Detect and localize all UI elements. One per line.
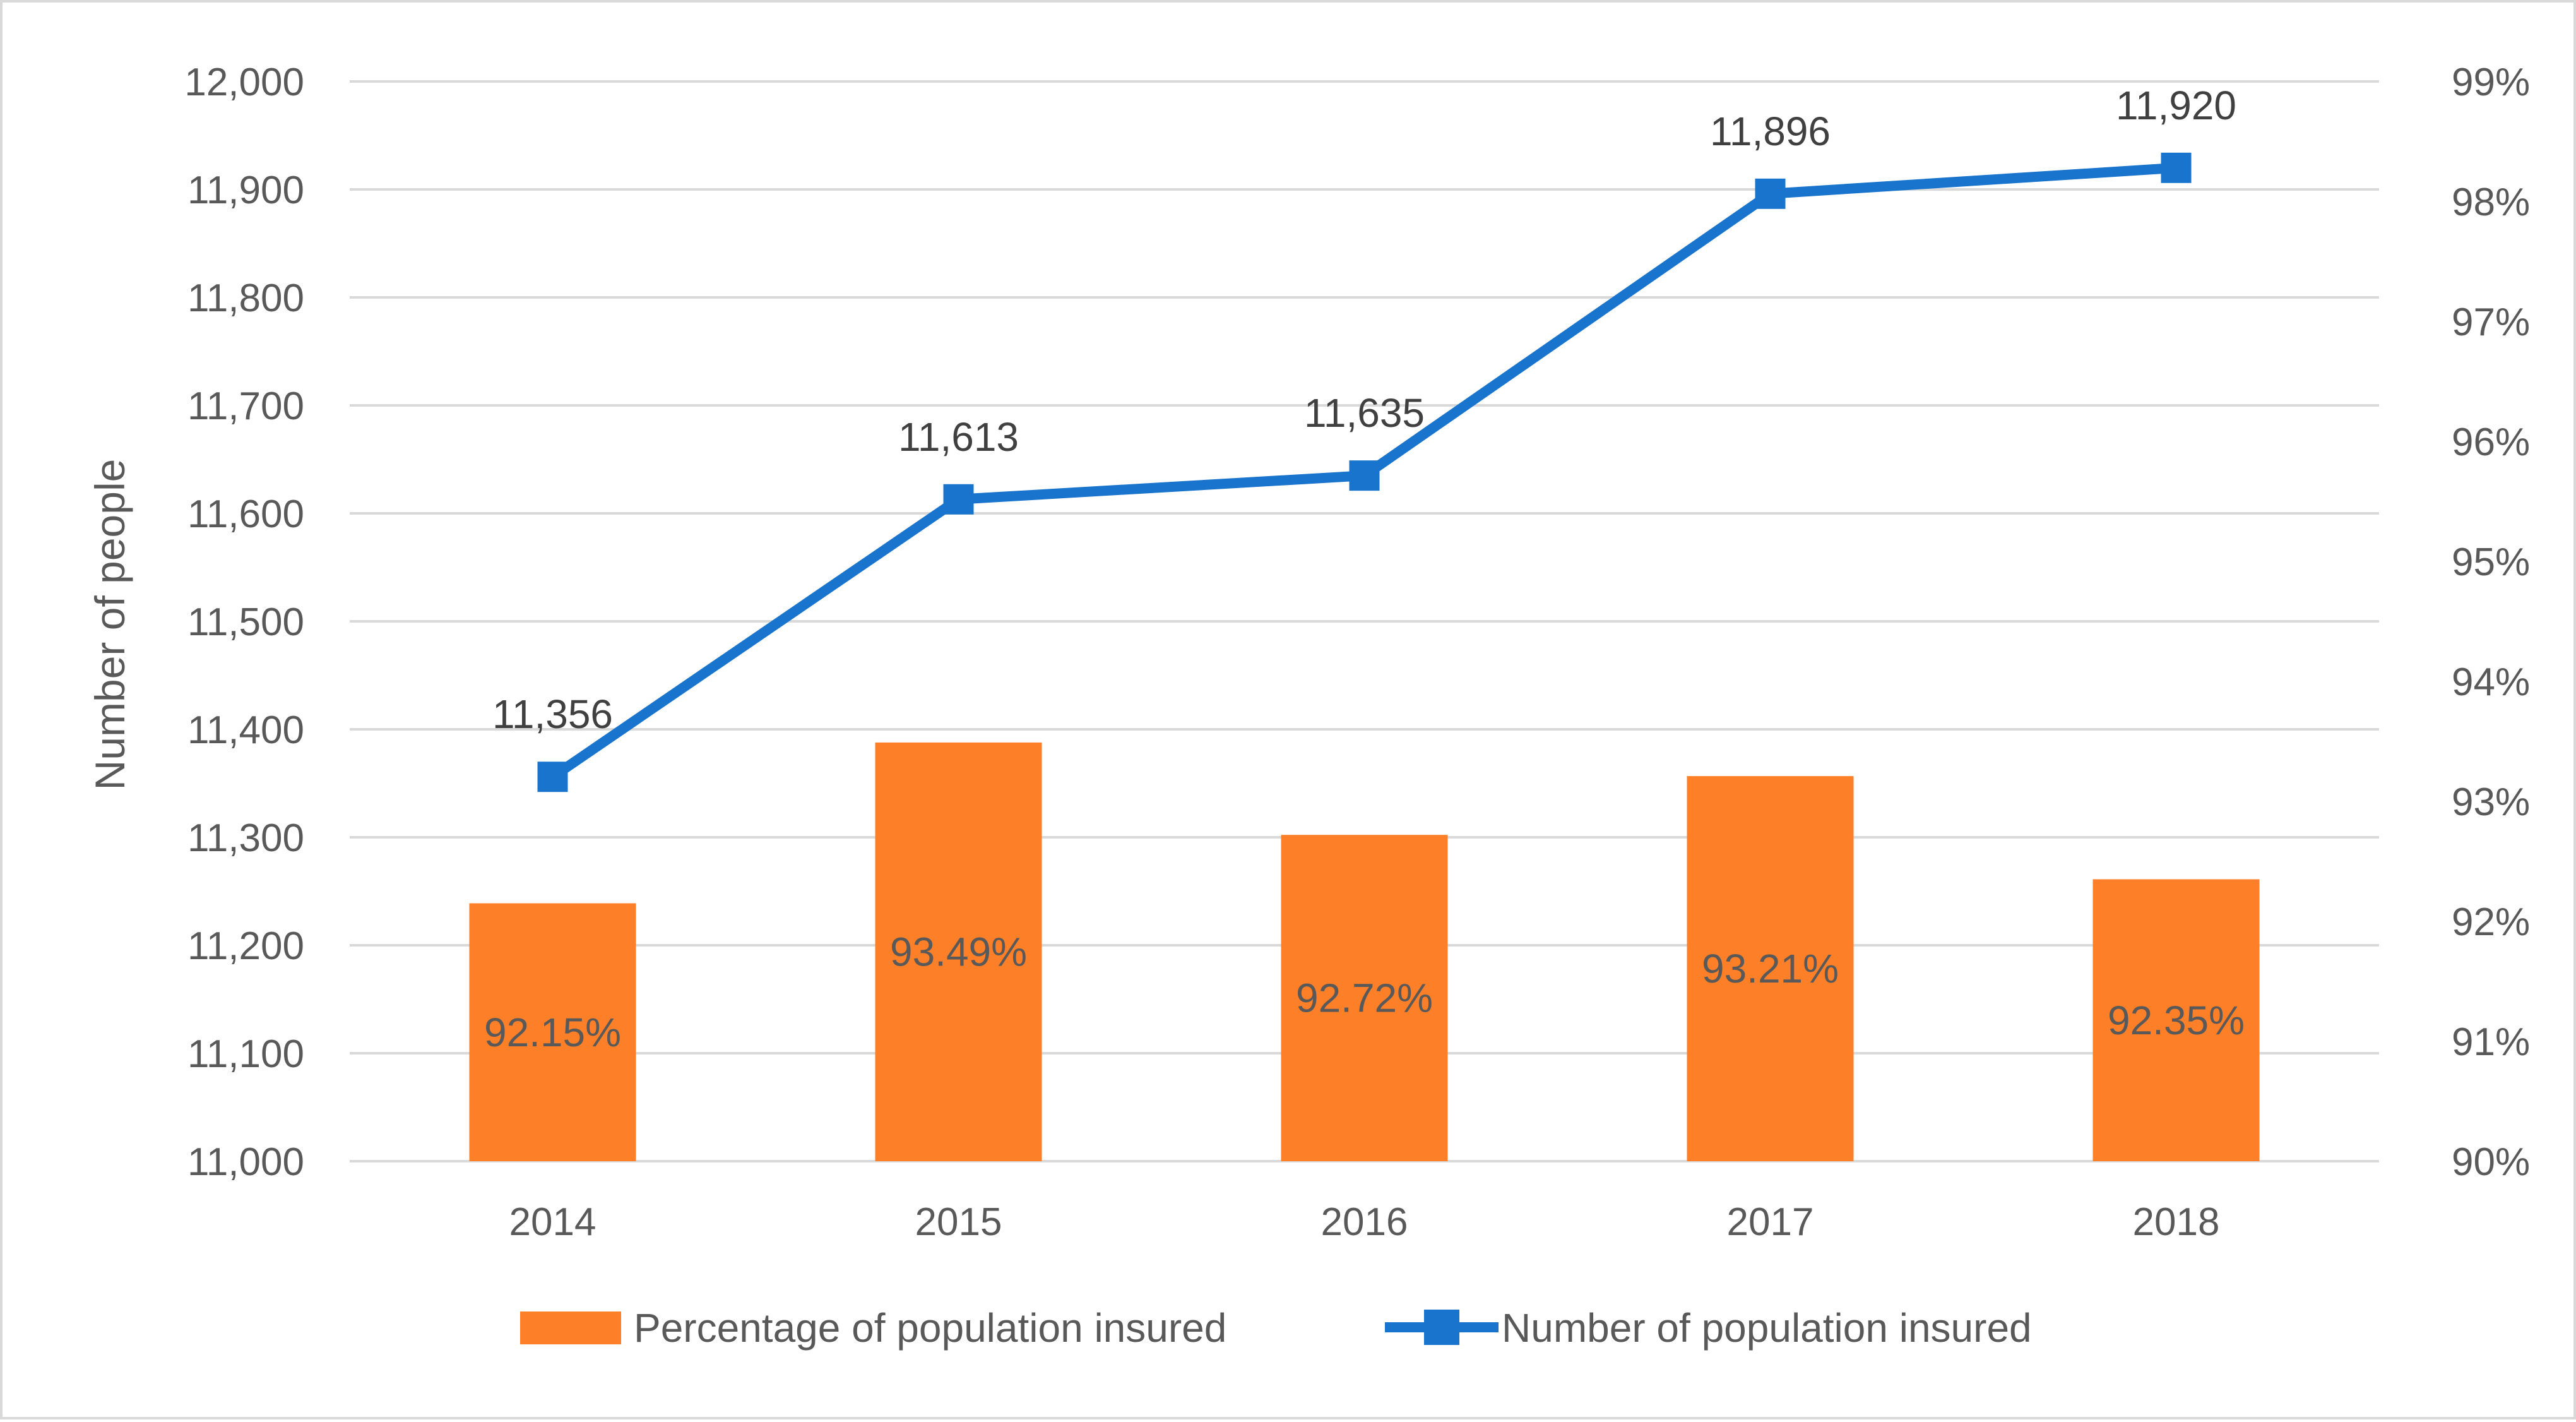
line-series: 11,356 11,613 11,635 11,896 11,920 (492, 83, 2236, 792)
combo-chart: 92.15%93.49%92.72%93.21%92.35% 11,35611,… (86, 61, 2530, 1351)
y-tick-label: 11,800 (187, 277, 304, 320)
y2-tick-label: 90% (2452, 1140, 2530, 1184)
line-data-label: 11,635 (1304, 390, 1425, 436)
y2-tick-label: 94% (2452, 660, 2530, 704)
legend: Percentage of population insured Number … (520, 1305, 2032, 1351)
y2-tick-label: 98% (2452, 181, 2530, 224)
right-axis-ticks: 90% 91% 92% 93% 94% 95% 96% 97% 98% 99% (2452, 61, 2530, 1184)
legend-line-marker (1424, 1310, 1459, 1345)
left-axis-ticks: 11,000 11,100 11,200 11,300 11,400 11,500 11,6… (184, 61, 304, 1184)
y-axis-title: Number of people (86, 459, 133, 791)
x-tick-label: 2014 (509, 1200, 597, 1244)
line-marker (537, 762, 568, 792)
bar (2092, 879, 2260, 1161)
y-tick-label: 11,000 (187, 1140, 304, 1184)
line-marker (2161, 152, 2192, 183)
x-tick-label: 2017 (1727, 1200, 1814, 1244)
bar-data-label: 92.35% (2108, 998, 2245, 1043)
y-tick-label: 11,100 (187, 1032, 304, 1076)
bar (875, 742, 1042, 1161)
x-tick-label: 2016 (1321, 1200, 1408, 1244)
x-axis-ticks: 2014 2015 2016 2017 2018 (509, 1200, 2220, 1244)
x-tick-label: 2015 (915, 1200, 1002, 1244)
line-marker (1349, 460, 1380, 491)
y2-tick-label: 92% (2452, 900, 2530, 944)
bar (469, 903, 636, 1161)
bar-data-label: 92.15% (484, 1010, 621, 1055)
bar (1281, 835, 1448, 1161)
y-tick-label: 11,900 (187, 169, 304, 212)
y-tick-label: 11,200 (187, 924, 304, 968)
legend-bar-label: Percentage of population insured (634, 1305, 1226, 1351)
bar-series: 92.15% 93.49% 92.72% 93.21% 92.35% (469, 742, 2260, 1161)
bar-data-label: 92.72% (1296, 976, 1433, 1021)
bar-data-label: 93.21% (1702, 946, 1839, 991)
line-data-label: 11,896 (1710, 109, 1831, 154)
line-data-label: 11,613 (898, 414, 1019, 460)
x-tick-label: 2018 (2133, 1200, 2220, 1244)
y2-tick-label: 91% (2452, 1020, 2530, 1064)
line-marker (1755, 178, 1786, 209)
bar (1687, 776, 1854, 1161)
legend-bar-swatch (520, 1311, 621, 1344)
line-data-label: 11,356 (492, 691, 613, 737)
y2-tick-label: 96% (2452, 421, 2530, 464)
y-tick-label: 11,600 (187, 493, 304, 536)
legend-line-label: Number of population insured (1502, 1305, 2032, 1351)
y-tick-label: 11,300 (187, 816, 304, 860)
y2-tick-label: 99% (2452, 61, 2530, 104)
line-data-label: 11,920 (2116, 83, 2236, 128)
gridlines (350, 80, 2379, 1162)
y-tick-label: 11,400 (187, 708, 304, 752)
y-tick-label: 12,000 (184, 61, 304, 104)
y2-tick-label: 95% (2452, 541, 2530, 584)
bar-data-label: 93.49% (890, 929, 1027, 974)
y-tick-label: 11,500 (187, 600, 304, 644)
y2-tick-label: 93% (2452, 780, 2530, 824)
y-tick-label: 11,700 (187, 385, 304, 428)
y2-tick-label: 97% (2452, 301, 2530, 344)
line-marker (943, 484, 974, 515)
